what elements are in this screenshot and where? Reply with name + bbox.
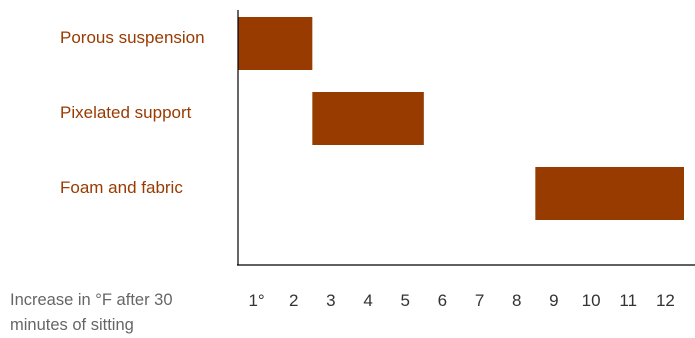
x-tick-labels: 1° 2 3 4 5 6 7 8 9 10 11 12 [248,291,674,310]
category-label: Foam and fabric [60,178,183,197]
x-axis-title-line-1: Increase in °F after 30 [10,291,173,309]
x-tick-label: 2 [289,291,298,310]
range-bars [238,17,684,220]
x-tick-label: 3 [326,291,335,310]
category-labels: Porous suspension Pixelated support Foam a… [60,28,205,197]
x-tick-label: 11 [619,291,637,310]
range-bar [535,167,684,220]
x-tick-label: 12 [656,291,675,310]
x-tick-label: 9 [549,291,558,310]
category-label: Porous suspension [60,28,205,47]
x-axis-title: Increase in °F after 30 minutes of sitti… [10,291,177,334]
range-bar [238,17,313,70]
x-tick-label: 6 [438,291,447,310]
x-tick-label: 8 [512,291,521,310]
x-tick-label: 1° [248,291,264,310]
x-tick-label: 4 [363,291,372,310]
x-tick-label: 7 [475,291,484,310]
range-bar [312,92,424,145]
x-tick-label: 5 [401,291,410,310]
category-label: Pixelated support [60,103,192,122]
x-axis-title-line-2: minutes of sitting [10,316,134,334]
x-tick-label: 10 [582,291,601,310]
